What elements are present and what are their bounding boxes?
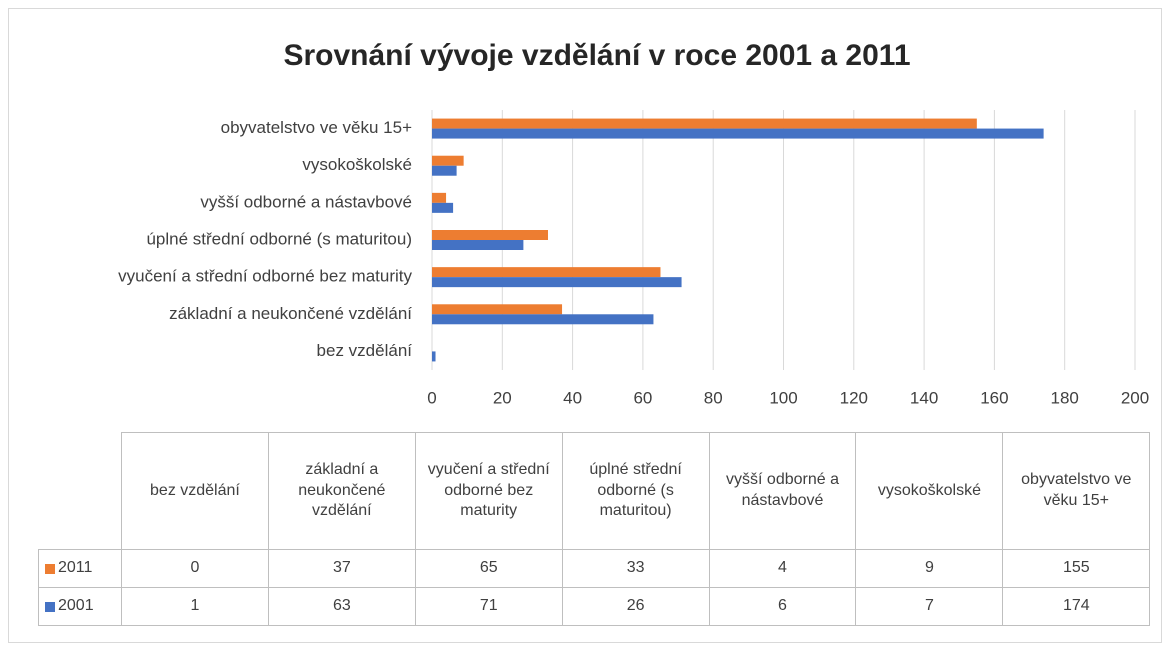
table-value: 71 xyxy=(415,588,563,626)
table-value: 65 xyxy=(415,550,563,588)
bar xyxy=(432,128,1044,139)
x-tick-label: 120 xyxy=(840,388,868,407)
bar xyxy=(432,277,682,288)
bar xyxy=(432,230,548,240)
table-value: 9 xyxy=(856,550,1004,588)
y-tick-label: vyučení a střední odborné bez maturity xyxy=(118,267,412,286)
bar xyxy=(432,192,447,203)
x-tick-label: 40 xyxy=(563,388,582,407)
x-tick-label: 200 xyxy=(1121,388,1149,407)
table-value: 33 xyxy=(562,550,710,588)
x-tick-label: 160 xyxy=(980,388,1008,407)
bar xyxy=(432,165,457,176)
y-tick-label: vysokoškolské xyxy=(302,155,412,174)
table-header: vysokoškolské xyxy=(856,432,1004,550)
bar xyxy=(432,202,454,213)
legend-key xyxy=(45,601,55,612)
table-value: 6 xyxy=(709,588,857,626)
table-header: obyvatelstvo ve věku 15+ xyxy=(1003,432,1151,550)
table-value: 0 xyxy=(122,550,269,588)
chart-title: Srovnání vývoje vzdělání v roce 2001 a 2… xyxy=(283,39,910,72)
table-value: 26 xyxy=(562,588,710,626)
table-header: vyučení a střední odborné bez maturity xyxy=(415,432,563,550)
x-tick-label: 80 xyxy=(704,388,723,407)
x-tick-label: 180 xyxy=(1051,388,1079,407)
legend-entry: 2001 xyxy=(38,588,122,626)
bar xyxy=(432,118,977,129)
table-value: 37 xyxy=(268,550,416,588)
data-table: bez vzdělání základní a neukončené vzdělá… xyxy=(38,432,1151,626)
table-header: bez vzdělání xyxy=(122,432,269,550)
table-value: 155 xyxy=(1003,550,1151,588)
legend-label: 2001 xyxy=(58,597,94,615)
bar xyxy=(432,314,654,325)
bar xyxy=(432,304,563,315)
bar xyxy=(432,155,464,166)
legend-label: 2011 xyxy=(58,559,93,577)
bar xyxy=(432,267,661,278)
y-tick-label: vyšší odborné a nástavbové xyxy=(200,192,412,211)
legend-key xyxy=(45,563,55,574)
table-header: základní a neukončené vzdělání xyxy=(268,432,416,550)
legend-entry: 2011 xyxy=(38,550,122,588)
bar xyxy=(432,351,436,362)
table-value: 1 xyxy=(122,588,269,626)
x-tick-label: 60 xyxy=(633,388,652,407)
x-tick-label: 20 xyxy=(493,388,512,407)
table-header: vyšší odborné a nástavbové xyxy=(709,432,857,550)
table-value: 63 xyxy=(268,588,416,626)
x-tick-label: 140 xyxy=(910,388,938,407)
chart-border xyxy=(8,8,1162,643)
x-tick-label: 0 xyxy=(427,388,436,407)
y-tick-label: úplné střední odborné (s maturitou) xyxy=(146,229,412,248)
y-tick-label: obyvatelstvo ve věku 15+ xyxy=(221,118,412,137)
table-value: 7 xyxy=(856,588,1004,626)
x-tick-label: 100 xyxy=(769,388,797,407)
table-value: 174 xyxy=(1003,588,1151,626)
y-tick-label: základní a neukončené vzdělání xyxy=(169,304,412,323)
y-tick-label: bez vzdělání xyxy=(317,341,413,360)
table-value: 4 xyxy=(709,550,857,588)
table-header: úplné střední odborné (s maturitou) xyxy=(562,432,710,550)
bar xyxy=(432,240,524,250)
table-corner xyxy=(38,432,122,550)
